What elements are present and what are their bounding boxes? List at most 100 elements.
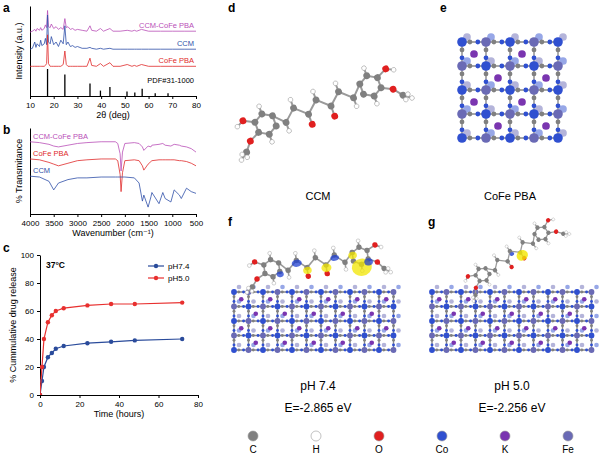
atom: [518, 344, 521, 347]
atom: [300, 349, 303, 352]
panel-label: f: [228, 215, 233, 229]
bar: [100, 91, 101, 96]
atom: [566, 320, 569, 323]
atom: [527, 334, 530, 337]
atom: [494, 74, 502, 82]
atom-swatch: [563, 431, 573, 441]
tick-label: 40: [25, 335, 34, 344]
panel-label: c: [3, 241, 10, 255]
series-label: CoFe PBA: [159, 56, 194, 65]
atom: [272, 122, 281, 131]
series-label: PDF#31-1000: [147, 76, 194, 85]
atom: [556, 103, 561, 108]
atom: [545, 289, 551, 295]
atom: [503, 310, 506, 313]
atom: [233, 329, 236, 332]
atom: [368, 334, 371, 337]
atom: [503, 300, 506, 303]
atom: [547, 310, 550, 313]
atom: [368, 291, 371, 294]
atom: [542, 305, 545, 308]
atom: [518, 98, 526, 106]
atom: [233, 310, 236, 313]
atom: [231, 333, 237, 339]
figure-svg: abcdefg10203040506070802θ (deg)Intensity…: [0, 0, 600, 458]
tick-label: 50: [121, 101, 130, 110]
atom: [285, 267, 291, 273]
tick-mark: [149, 214, 150, 217]
atom: [460, 48, 465, 53]
atom-back: [507, 285, 512, 290]
atom: [252, 305, 255, 308]
x-axis-title: Time (hours): [94, 409, 145, 419]
atom-back: [324, 285, 329, 290]
atom: [468, 40, 473, 45]
legend-marker: [154, 264, 158, 268]
atom: [271, 291, 274, 294]
atom: [349, 295, 352, 298]
atom: [318, 318, 324, 324]
caption: E=-2.256 eV: [478, 401, 545, 415]
atom: [364, 247, 370, 253]
tick-mark: [196, 214, 197, 217]
atom-back: [536, 285, 541, 290]
bond: [234, 320, 394, 321]
atom: [431, 315, 434, 318]
atom: [429, 347, 435, 353]
atom: [574, 304, 580, 310]
atom: [330, 112, 339, 121]
marker: [50, 351, 54, 355]
atom: [437, 326, 442, 331]
atom: [503, 339, 506, 342]
atom-label: K: [502, 444, 509, 455]
atom-back: [237, 285, 242, 290]
atom: [518, 315, 521, 318]
atom: [384, 270, 388, 274]
atom: [529, 85, 539, 95]
atom: [276, 300, 279, 303]
atom: [333, 347, 339, 353]
caption: pH 5.0: [494, 379, 530, 393]
atom: [324, 291, 327, 294]
atom: [492, 253, 496, 257]
atom: [373, 291, 376, 294]
atom: [253, 311, 258, 316]
chart-panel: 4000350030002500200015001000500Wavenumbe…: [14, 129, 204, 239]
atom: [508, 96, 513, 101]
atom: [275, 318, 281, 324]
atom: [392, 329, 395, 332]
atom: [391, 304, 397, 310]
tick-label: 10: [26, 101, 35, 110]
atom: [373, 349, 376, 352]
atom: [276, 329, 279, 332]
chart-panel: 10203040506070802θ (deg)Intensity (a.u.)…: [14, 7, 201, 121]
atom: [334, 87, 343, 96]
tick-label: 40: [97, 101, 106, 110]
atom: [247, 324, 250, 327]
atom: [305, 344, 308, 347]
atom: [234, 124, 240, 130]
atom: [531, 318, 537, 324]
atom: [391, 289, 397, 295]
atom: [327, 102, 336, 111]
atom: [475, 40, 480, 45]
atom: [489, 339, 492, 342]
atom: [518, 310, 521, 313]
atom: [353, 305, 356, 308]
tick: 60: [25, 307, 40, 316]
atom: [289, 104, 298, 113]
atom: [320, 324, 323, 327]
tick: 1500: [140, 214, 158, 228]
atom: [297, 326, 302, 331]
atom: [489, 324, 492, 327]
tick-mark: [37, 339, 40, 340]
atom: [561, 324, 564, 327]
atom: [535, 237, 541, 243]
tick-mark: [77, 96, 78, 99]
tick: 40: [97, 96, 106, 110]
atom: [531, 347, 537, 353]
atom: [469, 305, 472, 308]
atom: [484, 79, 489, 84]
atom: [489, 300, 492, 303]
atom: [353, 334, 356, 337]
